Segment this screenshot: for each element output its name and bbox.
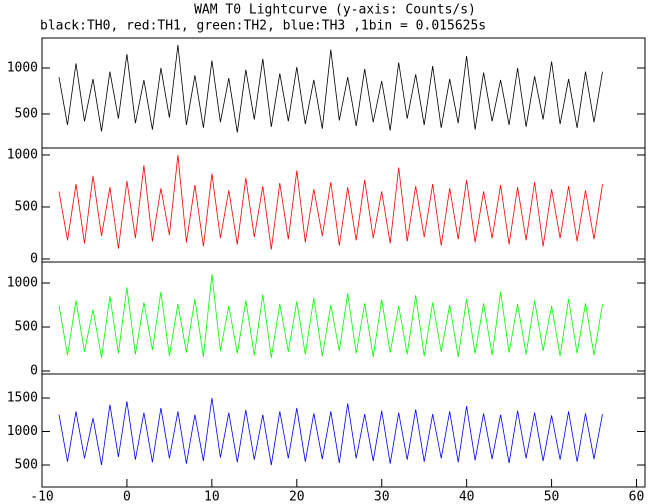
- y-tick-label: 500: [15, 320, 38, 335]
- light-curve: [58, 154, 603, 250]
- light-curve: [58, 274, 603, 358]
- x-tick-label: 20: [289, 490, 305, 504]
- x-tick-label: -10: [30, 490, 53, 504]
- y-tick-label: 1500: [7, 390, 38, 405]
- light-curve: [58, 44, 603, 133]
- panel-frame: [41, 261, 646, 375]
- panel-frame: [41, 373, 646, 488]
- y-tick-label: 1000: [7, 147, 38, 162]
- y-tick-label: 1000: [7, 276, 38, 291]
- x-tick-label: 40: [459, 490, 475, 504]
- y-tick-label: 1000: [7, 60, 38, 75]
- chart-title: WAM T0 Lightcurve (y-axis: Counts/s): [194, 3, 476, 18]
- y-tick-label: 500: [15, 199, 38, 214]
- panel-frame: [41, 37, 646, 149]
- x-tick-label: 10: [204, 490, 220, 504]
- y-tick-label: 500: [15, 106, 38, 121]
- x-tick-label: 30: [374, 490, 390, 504]
- x-tick-label: 50: [544, 490, 560, 504]
- light-curve: [58, 397, 603, 466]
- x-tick-label: 60: [629, 490, 645, 504]
- chart-subtitle: black:TH0, red:TH1, green:TH2, blue:TH3 …: [40, 19, 486, 34]
- y-tick-label: 0: [30, 251, 38, 266]
- y-tick-label: 1000: [7, 424, 38, 439]
- y-tick-label: 500: [15, 458, 38, 473]
- x-tick-label: 0: [123, 490, 131, 504]
- y-tick-label: 0: [30, 364, 38, 379]
